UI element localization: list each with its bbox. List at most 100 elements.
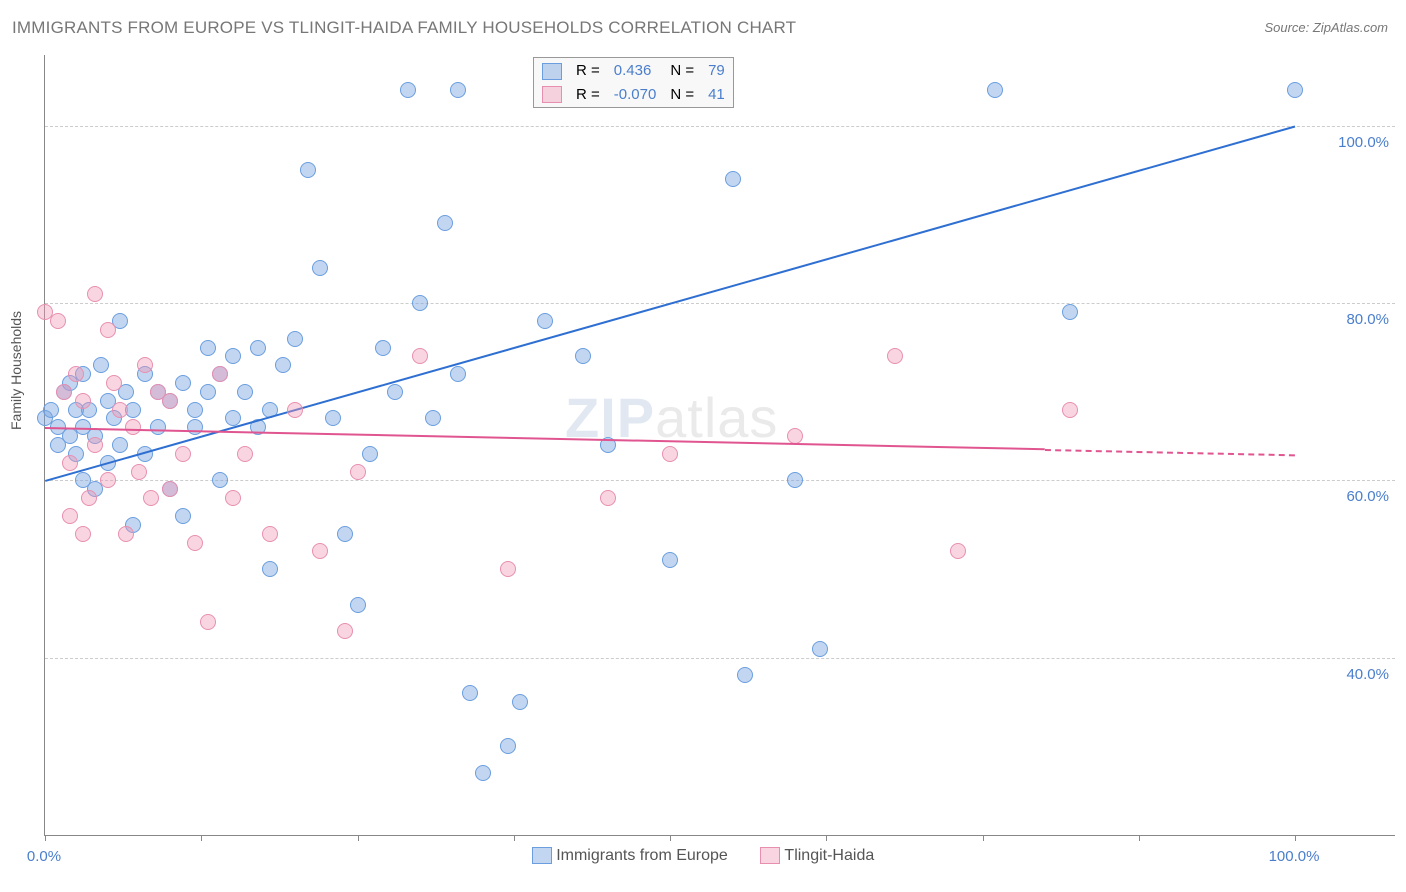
data-point (312, 543, 328, 559)
data-point (812, 641, 828, 657)
data-point (187, 419, 203, 435)
y-axis-label: Family Households (8, 311, 24, 430)
x-tick (1295, 835, 1296, 841)
data-point (662, 552, 678, 568)
data-point (68, 366, 84, 382)
data-point (437, 215, 453, 231)
data-point (362, 446, 378, 462)
data-point (300, 162, 316, 178)
swatch-series1 (542, 63, 562, 80)
data-point (131, 464, 147, 480)
x-tick (45, 835, 46, 841)
legend-label-series1: Immigrants from Europe (556, 847, 728, 864)
data-point (312, 260, 328, 276)
data-point (93, 357, 109, 373)
data-point (512, 694, 528, 710)
data-point (287, 331, 303, 347)
data-point (387, 384, 403, 400)
data-point (175, 375, 191, 391)
data-point (56, 384, 72, 400)
x-tick (826, 835, 827, 841)
r-label: R = (570, 84, 606, 106)
data-point (400, 82, 416, 98)
chart-title: IMMIGRANTS FROM EUROPE VS TLINGIT-HAIDA … (12, 18, 796, 38)
data-point (81, 490, 97, 506)
gridline (45, 126, 1395, 127)
data-point (225, 348, 241, 364)
data-point (275, 357, 291, 373)
data-point (187, 402, 203, 418)
y-tick-label: 80.0% (1346, 311, 1389, 328)
data-point (537, 313, 553, 329)
y-tick-label: 100.0% (1338, 134, 1389, 151)
data-point (325, 410, 341, 426)
data-point (600, 490, 616, 506)
data-point (1062, 304, 1078, 320)
data-point (575, 348, 591, 364)
gridline (45, 658, 1395, 659)
legend-label-series2: Tlingit-Haida (784, 847, 874, 864)
data-point (412, 348, 428, 364)
data-point (75, 526, 91, 542)
n-value-series2: 41 (702, 84, 731, 106)
data-point (737, 667, 753, 683)
data-point (475, 765, 491, 781)
n-label: N = (664, 60, 700, 82)
data-point (112, 402, 128, 418)
x-tick (670, 835, 671, 841)
source-label: Source: ZipAtlas.com (1264, 20, 1388, 35)
data-point (787, 428, 803, 444)
data-point (237, 446, 253, 462)
data-point (106, 375, 122, 391)
data-point (187, 535, 203, 551)
data-point (412, 295, 428, 311)
data-point (175, 446, 191, 462)
x-tick-label: 0.0% (27, 848, 61, 865)
data-point (162, 481, 178, 497)
r-label: R = (570, 60, 606, 82)
data-point (125, 419, 141, 435)
n-value-series1: 79 (702, 60, 731, 82)
r-value-series1: 0.436 (608, 60, 663, 82)
data-point (375, 340, 391, 356)
data-point (143, 490, 159, 506)
data-point (500, 738, 516, 754)
data-point (200, 614, 216, 630)
data-point (725, 171, 741, 187)
gridline (45, 480, 1395, 481)
swatch-series2 (542, 86, 562, 103)
x-tick (514, 835, 515, 841)
data-point (118, 526, 134, 542)
data-point (262, 526, 278, 542)
legend: Immigrants from Europe Tlingit-Haida (0, 847, 1406, 865)
data-point (250, 340, 266, 356)
data-point (425, 410, 441, 426)
data-point (212, 472, 228, 488)
data-point (662, 446, 678, 462)
data-point (887, 348, 903, 364)
data-point (1287, 82, 1303, 98)
data-point (237, 384, 253, 400)
data-point (287, 402, 303, 418)
n-label: N = (664, 84, 700, 106)
trend-line (1045, 449, 1295, 456)
data-point (462, 685, 478, 701)
x-tick (983, 835, 984, 841)
stats-row-series2: R = -0.070 N = 41 (536, 84, 731, 106)
data-point (225, 490, 241, 506)
data-point (100, 322, 116, 338)
data-point (212, 366, 228, 382)
x-tick (201, 835, 202, 841)
data-point (75, 393, 91, 409)
data-point (337, 623, 353, 639)
data-point (62, 455, 78, 471)
data-point (200, 340, 216, 356)
y-tick-label: 40.0% (1346, 666, 1389, 683)
data-point (87, 286, 103, 302)
data-point (350, 464, 366, 480)
scatter-plot: ZIPatlas 40.0%60.0%80.0%100.0% (44, 55, 1395, 836)
data-point (337, 526, 353, 542)
x-tick-label: 100.0% (1269, 848, 1320, 865)
data-point (1062, 402, 1078, 418)
x-tick (358, 835, 359, 841)
